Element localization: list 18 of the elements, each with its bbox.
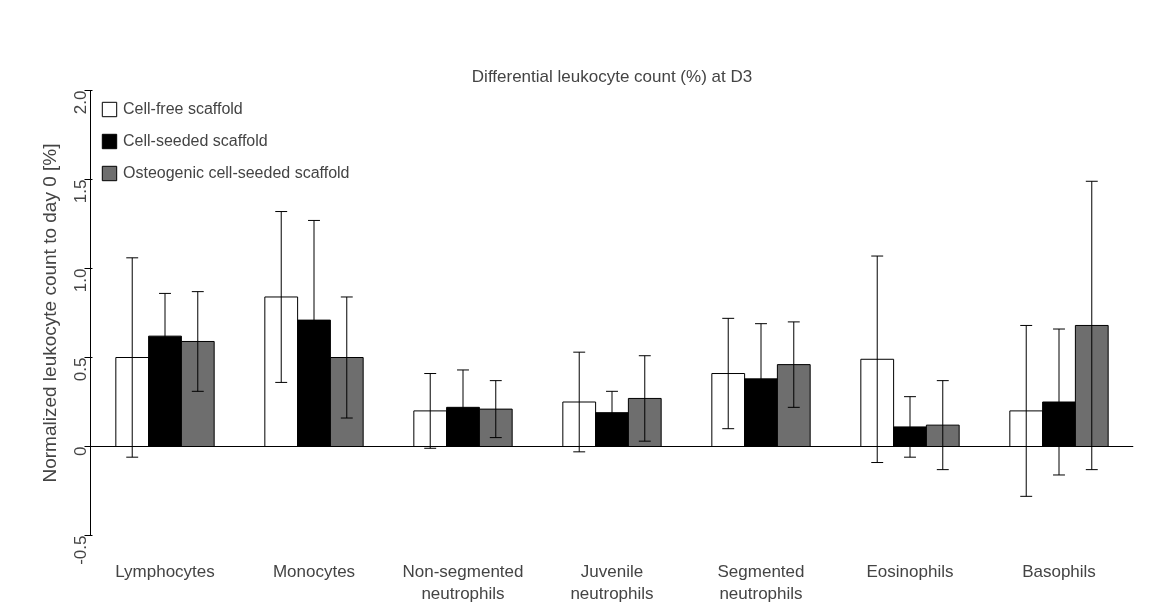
x-tick-label: Non-segmented neutrophils bbox=[402, 561, 524, 604]
chart-title: Differential leukocyte count (%) at D3 bbox=[471, 66, 753, 86]
y-tick-label: 0.5 bbox=[70, 357, 90, 382]
x-tick-label: Segmented neutrophils bbox=[717, 561, 805, 604]
y-tick-label: 1.5 bbox=[70, 179, 90, 204]
x-tick-label: Basophils bbox=[1022, 561, 1096, 581]
x-tick-label: Monocytes bbox=[272, 561, 356, 581]
y-tick-label: 2.0 bbox=[70, 90, 90, 115]
y-axis-title: Normalized leukocyte count to day 0 [%] bbox=[38, 143, 60, 483]
x-tick-label: Lymphocytes bbox=[115, 561, 215, 581]
y-tick-label: 1.0 bbox=[70, 268, 90, 293]
y-tick-label: -0.5 bbox=[70, 535, 90, 565]
y-tick-label: 0 bbox=[70, 446, 90, 456]
x-tick-label: Eosinophils bbox=[866, 561, 954, 581]
legend-label: Cell-free scaffold bbox=[123, 100, 243, 118]
legend-label: Cell-seeded scaffold bbox=[123, 132, 268, 150]
x-tick-label: Juvenile neutrophils bbox=[570, 561, 654, 604]
legend-label: Osteogenic cell-seeded scaffold bbox=[123, 164, 350, 182]
